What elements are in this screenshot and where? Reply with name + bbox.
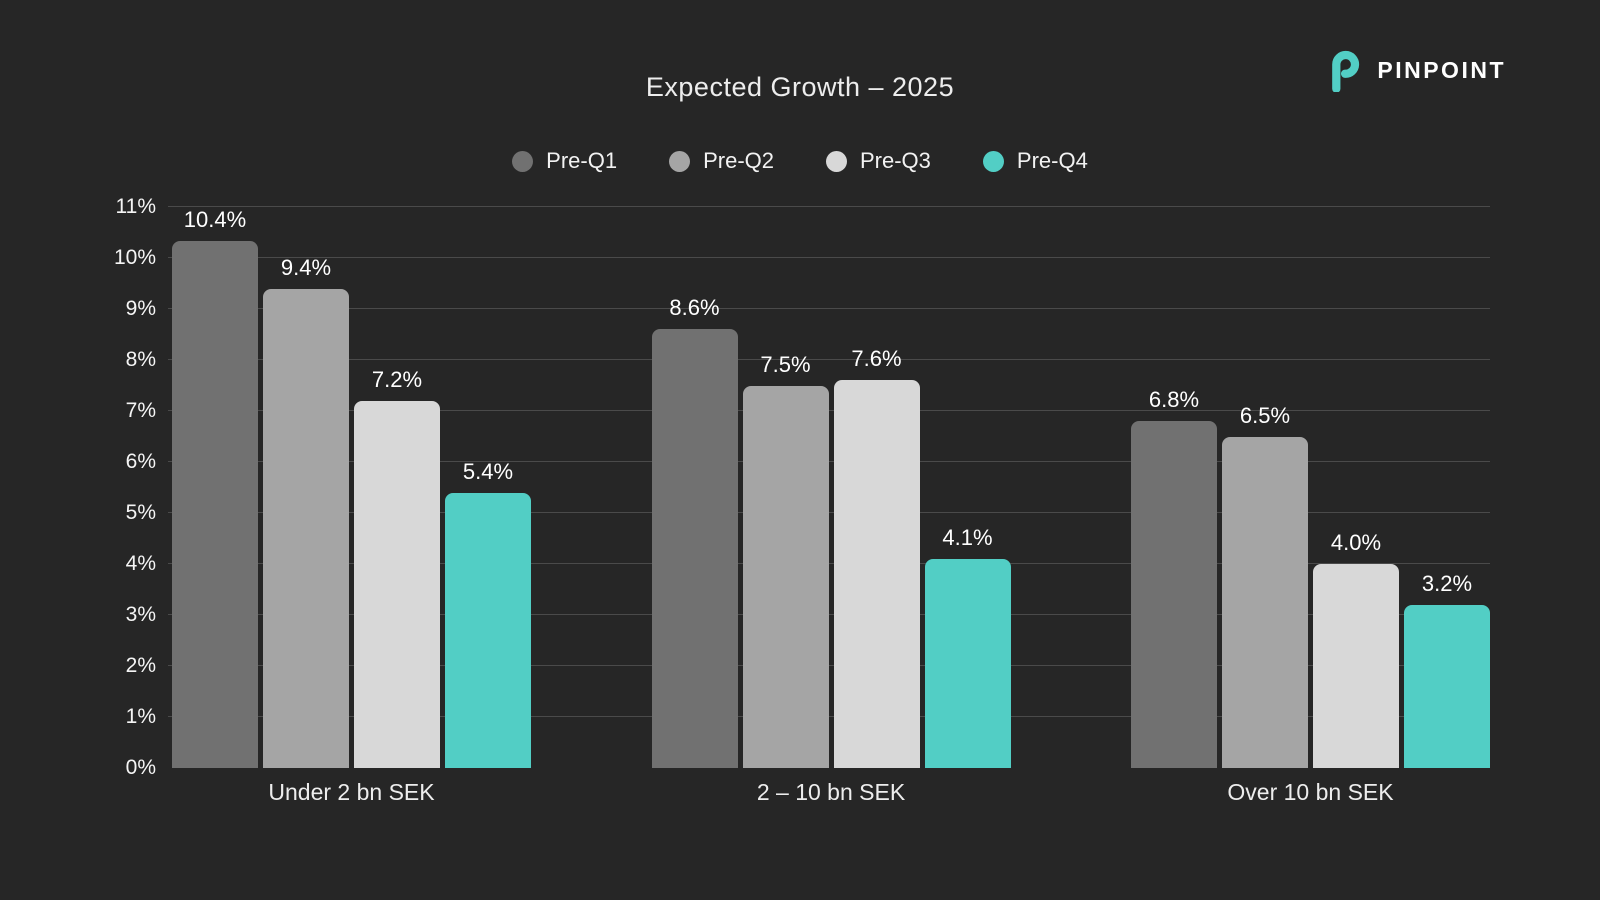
legend-item-pre-q1: Pre-Q1 (512, 148, 617, 174)
bar-column-pre-q2: 6.5% (1222, 207, 1308, 768)
gridline (168, 206, 1490, 207)
legend-label: Pre-Q1 (546, 148, 618, 173)
y-tick-label: 9% (125, 297, 156, 320)
gridline (168, 512, 1490, 513)
legend-swatch-icon (669, 150, 691, 172)
bar-column-pre-q2: 9.4% (263, 207, 349, 768)
bar-column-pre-q1: 6.8% (1131, 207, 1217, 768)
y-tick-label: 10% (113, 246, 156, 269)
chart-title: Expected Growth – 2025 (645, 72, 955, 102)
brand-name: PINPOINT (1377, 56, 1506, 83)
bar-value-label: 8.6% (669, 295, 720, 321)
bar-pre-q3 (833, 380, 920, 768)
y-tick-label: 7% (125, 399, 156, 422)
bar-column-pre-q4: 3.2% (1404, 207, 1490, 768)
gridline (168, 257, 1490, 258)
bar-value-label: 4.0% (1330, 530, 1382, 555)
legend-label: Pre-Q3 (860, 148, 931, 173)
bar-pre-q4 (924, 558, 1011, 768)
y-axis: 0% 1% 2% 3% 4% 5% 6% 7% 8% 9% 10% 11% (0, 195, 156, 779)
legend-swatch-icon (512, 150, 534, 172)
legend-label: Pre-Q4 (1016, 148, 1088, 173)
legend-item-pre-q3: Pre-Q3 (826, 148, 931, 174)
bar-group: 8.6% 7.5% 7.6% 4.1% 2 – 10 bn SEK (651, 207, 1011, 805)
bar-value-label: 7.6% (851, 346, 902, 372)
bar-pre-q1 (1131, 421, 1217, 768)
y-tick-label: 6% (125, 450, 156, 473)
bar-column-pre-q2: 7.5% (742, 207, 829, 768)
legend-swatch-icon (826, 150, 847, 172)
chart-legend: Pre-Q1 Pre-Q2 Pre-Q3 Pre-Q4 (0, 146, 1600, 176)
y-tick-label: 5% (125, 501, 156, 524)
gridline (168, 665, 1490, 666)
gridline (168, 308, 1490, 309)
y-tick-label: 1% (125, 705, 156, 728)
bar-pre-q2 (263, 288, 349, 768)
bar-value-label: 3.2% (1421, 570, 1473, 596)
bar-pre-q4 (445, 492, 531, 768)
bar-column-pre-q1: 8.6% (651, 207, 738, 768)
bar-column-pre-q4: 4.1% (924, 207, 1011, 768)
x-category-label: Over 10 bn SEK (1227, 779, 1394, 805)
bar-pre-q1 (651, 329, 738, 768)
bar-pre-q1 (172, 241, 258, 768)
bar-pre-q3 (354, 400, 440, 768)
y-tick-label: 4% (125, 552, 156, 575)
bar-group: 6.8% 6.5% 4.0% 3.2% Over 10 bn SEK (1131, 207, 1490, 805)
x-category-label: Under 2 bn SEK (268, 779, 435, 805)
gridline (168, 716, 1490, 717)
legend-label: Pre-Q2 (703, 148, 774, 173)
bar-value-label: 7.2% (371, 366, 423, 392)
gridline (168, 614, 1490, 615)
x-category-label: 2 – 10 bn SEK (756, 779, 906, 805)
bar-value-label: 5.4% (462, 458, 514, 484)
gridline (168, 359, 1490, 360)
brand-logo: PINPOINT (1324, 48, 1506, 92)
bar-pre-q3 (1313, 564, 1399, 768)
bar-value-label: 6.5% (1239, 402, 1291, 428)
bar-value-label: 9.4% (280, 254, 332, 280)
gridline (168, 410, 1490, 411)
gridline (168, 461, 1490, 462)
plot-area: 10.4% 9.4% 7.2% 5.4% Under 2 bn SEK 8.6% 7.5% 7… (168, 206, 1490, 805)
legend-swatch-icon (982, 150, 1004, 172)
legend-item-pre-q2: Pre-Q2 (669, 148, 774, 174)
bar-group: 10.4% 9.4% 7.2% 5.4% Under 2 bn SEK (172, 207, 531, 805)
bar-value-label: 10.4% (183, 207, 247, 232)
bar-pre-q2 (742, 385, 829, 768)
bar-value-label: 4.1% (942, 524, 993, 550)
gridline (168, 563, 1490, 564)
bar-pre-q2 (1222, 436, 1308, 768)
bar-column-pre-q1: 10.4% (172, 207, 258, 768)
y-tick-label: 0% (125, 756, 156, 779)
pinpoint-logo-icon (1332, 50, 1360, 92)
bar-column-pre-q3: 7.6% (833, 207, 920, 768)
bar-column-pre-q4: 5.4% (445, 207, 531, 768)
legend-item-pre-q4: Pre-Q4 (982, 148, 1088, 174)
y-tick-label: 11% (115, 195, 156, 218)
y-tick-label: 8% (125, 348, 156, 371)
bar-value-label: 7.5% (760, 351, 811, 377)
y-tick-label: 3% (125, 603, 156, 626)
bar-pre-q4 (1404, 604, 1490, 768)
bar-column-pre-q3: 7.2% (354, 207, 440, 768)
bar-column-pre-q3: 4.0% (1313, 207, 1399, 768)
y-tick-label: 2% (125, 654, 156, 677)
bar-value-label: 6.8% (1148, 387, 1200, 413)
